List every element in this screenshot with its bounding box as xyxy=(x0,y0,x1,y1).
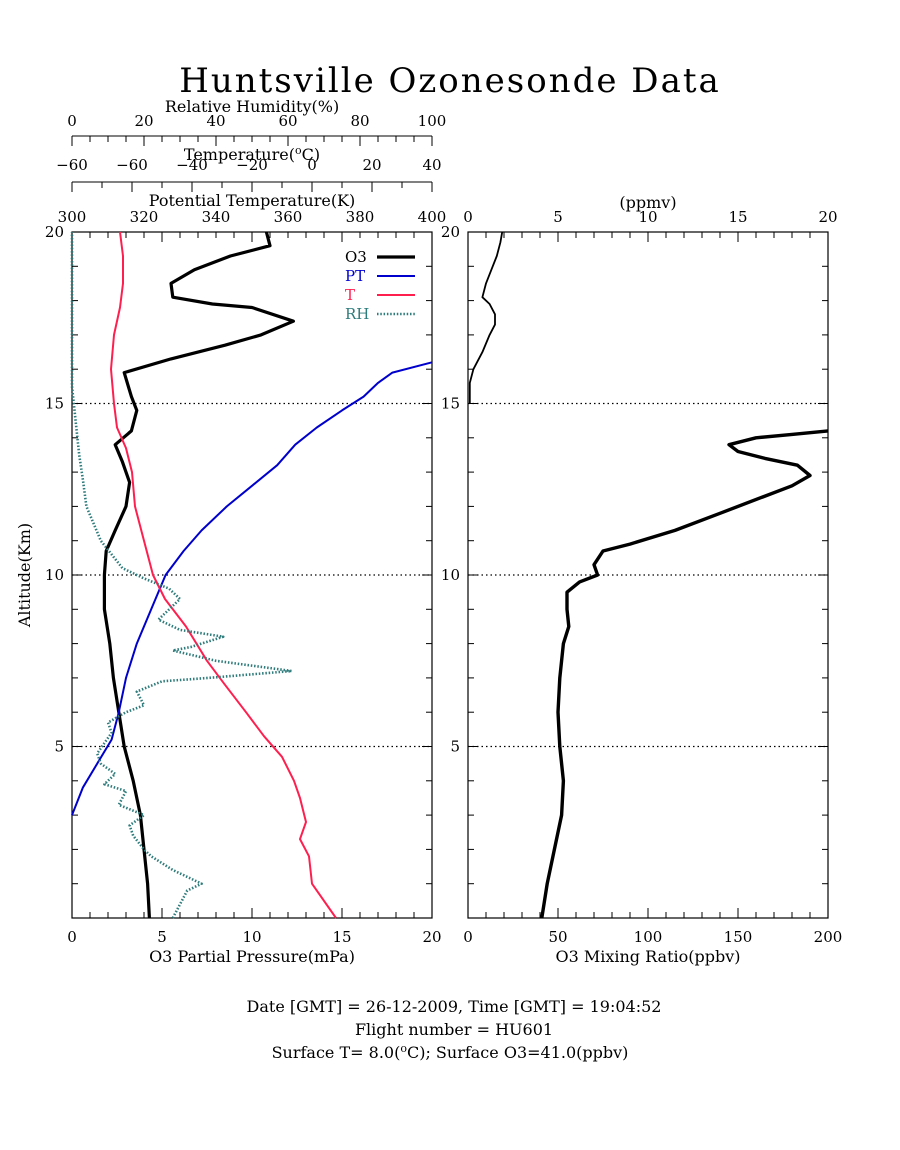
pt-xtick-label-320: 320 xyxy=(130,208,159,226)
rh-xtick-label-60: 60 xyxy=(278,112,297,130)
mr-xtick-label-50: 50 xyxy=(548,928,567,946)
o3-xtick-label-20: 20 xyxy=(422,928,441,946)
right-ytick-label-10: 10 xyxy=(441,566,460,584)
legend-label-o3: O3 xyxy=(345,248,367,266)
left-ytick-label-15: 15 xyxy=(45,395,64,413)
series-pt-line xyxy=(71,361,433,816)
rh-axis-label: Relative Humidity(%) xyxy=(165,97,339,116)
chart-title: Huntsville Ozonesonde Data xyxy=(179,61,721,101)
pt-xtick-label-400: 400 xyxy=(418,208,447,226)
t-xtick-label-0: −60 xyxy=(56,156,88,174)
pt-axis-label: Potential Temperature(K) xyxy=(149,191,356,210)
altitude-axis-label: Altitude(Km) xyxy=(15,523,34,628)
rh-xtick-label-20: 20 xyxy=(134,112,153,130)
ppmv-xtick-label-5: 5 xyxy=(553,208,563,226)
series-o3-line xyxy=(102,231,295,919)
rh-xtick-label-100: 100 xyxy=(418,112,447,130)
pt-xtick-label-380: 380 xyxy=(346,208,375,226)
mixing-ratio-o3-line xyxy=(540,429,829,919)
t-xtick-label-1: −60 xyxy=(116,156,148,174)
mixing-ratio-o3-upper-line xyxy=(468,231,504,404)
t-xtick-label-5: 20 xyxy=(362,156,381,174)
o3-xtick-label-0: 0 xyxy=(67,928,77,946)
mr-xtick-label-200: 200 xyxy=(814,928,843,946)
ppmv-xtick-label-10: 10 xyxy=(638,208,657,226)
legend-label-pt: PT xyxy=(345,267,365,285)
t-xtick-label-2: −40 xyxy=(176,156,208,174)
o3-mixing-ratio-label: O3 Mixing Ratio(ppbv) xyxy=(555,947,740,966)
pt-xtick-label-300: 300 xyxy=(58,208,87,226)
mr-xtick-label-0: 0 xyxy=(463,928,473,946)
ppmv-xtick-label-15: 15 xyxy=(728,208,747,226)
rh-xtick-label-0: 0 xyxy=(67,112,77,130)
right-ytick-label-15: 15 xyxy=(441,395,460,413)
t-axis-label: Temperature(oC) xyxy=(184,144,320,165)
right-ytick-label-5: 5 xyxy=(450,738,460,756)
right-ytick-label-20: 20 xyxy=(441,223,460,241)
o3-partial-pressure-label: O3 Partial Pressure(mPa) xyxy=(149,947,355,966)
ppmv-xtick-label-0: 0 xyxy=(463,208,473,226)
left-ytick-label-5: 5 xyxy=(54,738,64,756)
t-xtick-label-6: 40 xyxy=(422,156,441,174)
ppmv-xtick-label-20: 20 xyxy=(818,208,837,226)
legend-label-t: T xyxy=(345,286,355,304)
o3-xtick-label-15: 15 xyxy=(332,928,351,946)
series-t-line xyxy=(110,231,337,919)
left-ytick-label-20: 20 xyxy=(45,223,64,241)
footer-flight-number: Flight number = HU601 xyxy=(355,1020,553,1039)
o3-xtick-label-10: 10 xyxy=(242,928,261,946)
series-rh-line xyxy=(70,232,293,919)
pt-xtick-label-340: 340 xyxy=(202,208,231,226)
legend-label-rh: RH xyxy=(345,305,369,323)
mr-xtick-label-150: 150 xyxy=(724,928,753,946)
mr-xtick-label-100: 100 xyxy=(634,928,663,946)
left-ytick-label-10: 10 xyxy=(45,566,64,584)
rh-xtick-label-80: 80 xyxy=(350,112,369,130)
pt-xtick-label-360: 360 xyxy=(274,208,303,226)
t-xtick-label-3: −20 xyxy=(236,156,268,174)
t-xtick-label-4: 0 xyxy=(307,156,317,174)
rh-xtick-label-40: 40 xyxy=(206,112,225,130)
footer-date-time: Date [GMT] = 26-12-2009, Time [GMT] = 19… xyxy=(247,997,662,1016)
o3-xtick-label-5: 5 xyxy=(157,928,167,946)
footer-surface: Surface T= 8.0(oC); Surface O3=41.0(ppbv… xyxy=(272,1042,629,1063)
ppmv-axis-label: (ppmv) xyxy=(619,193,676,212)
